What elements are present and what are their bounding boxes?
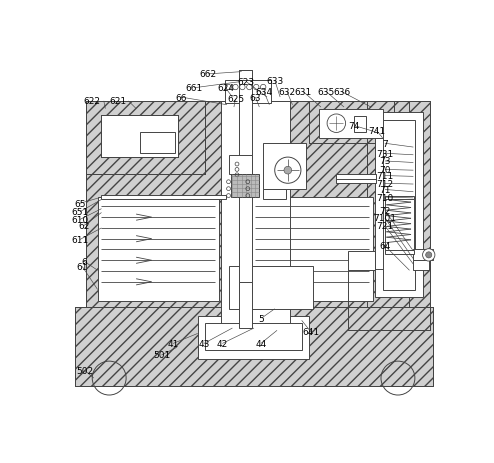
Bar [375,113,422,298]
Text: 633: 633 [266,76,284,85]
Bar [309,102,394,144]
Text: 731: 731 [376,150,393,158]
Bar [231,175,258,198]
Text: 41: 41 [167,339,179,348]
Bar [75,307,433,386]
Circle shape [426,252,432,258]
Text: 44: 44 [255,339,266,348]
Bar [239,71,252,294]
Bar [101,115,178,158]
Text: 7101: 7101 [373,214,396,223]
Bar [101,115,178,158]
Bar [140,132,175,154]
Text: 721: 721 [376,222,393,231]
Text: 5: 5 [259,314,264,323]
Text: 662: 662 [199,70,216,79]
Bar [263,144,305,190]
Text: 6: 6 [81,257,86,266]
Bar [263,190,287,199]
Bar [336,175,376,184]
Text: 43: 43 [198,339,209,348]
Text: 711: 711 [376,172,393,181]
Text: 635: 635 [318,88,335,97]
Text: 501: 501 [153,351,170,360]
Text: 624: 624 [217,84,234,93]
Bar [239,71,252,81]
Text: 634: 634 [255,88,273,97]
Bar [413,261,429,270]
Text: 625: 625 [227,95,244,104]
Bar [86,102,410,307]
Bar [75,307,433,386]
Text: 7: 7 [382,139,388,149]
Bar [225,81,271,104]
Bar [101,115,178,158]
Text: 610: 610 [71,215,88,225]
Text: 62: 62 [78,222,89,231]
Text: 72: 72 [379,206,391,215]
Bar [229,267,313,309]
Text: 631: 631 [294,88,312,97]
Bar [382,121,415,290]
Text: 611: 611 [71,236,88,244]
Bar [348,269,430,331]
Bar [354,117,367,132]
Bar [348,251,375,271]
Bar [385,196,414,200]
Bar [86,102,410,307]
Text: 502: 502 [76,366,93,375]
Text: 74: 74 [348,122,360,131]
Bar [98,198,219,301]
Bar [385,198,414,251]
Bar [348,269,430,331]
Bar [86,102,206,175]
Text: 661: 661 [185,84,203,93]
Text: 623: 623 [238,78,255,87]
Circle shape [422,249,435,262]
Bar [221,102,290,325]
Text: 66: 66 [175,94,187,102]
Bar [413,250,433,261]
Text: 712: 712 [376,179,393,188]
Text: 64: 64 [379,242,391,250]
Text: 632: 632 [279,88,295,97]
Bar [198,317,309,359]
Text: 42: 42 [217,339,228,348]
Text: 621: 621 [110,97,127,106]
Bar [251,198,373,301]
Text: 61: 61 [77,263,88,271]
Bar [206,323,302,350]
Text: 641: 641 [302,328,320,337]
Bar [229,156,252,175]
Text: 71: 71 [379,186,391,194]
Circle shape [284,167,291,175]
Text: 70: 70 [379,166,391,175]
Text: 622: 622 [84,97,101,106]
Bar [101,195,226,200]
Bar [309,102,394,144]
Bar [86,102,206,175]
Bar [367,102,430,307]
Bar [385,251,414,255]
Text: 73: 73 [379,157,391,166]
Bar [320,109,382,138]
Text: 65: 65 [74,200,85,208]
Bar [367,102,430,307]
Text: 651: 651 [71,208,88,217]
Text: 710: 710 [376,193,393,202]
Text: 741: 741 [368,126,385,135]
Text: 636: 636 [333,88,350,97]
Bar [239,282,252,328]
Text: 63: 63 [250,94,261,102]
